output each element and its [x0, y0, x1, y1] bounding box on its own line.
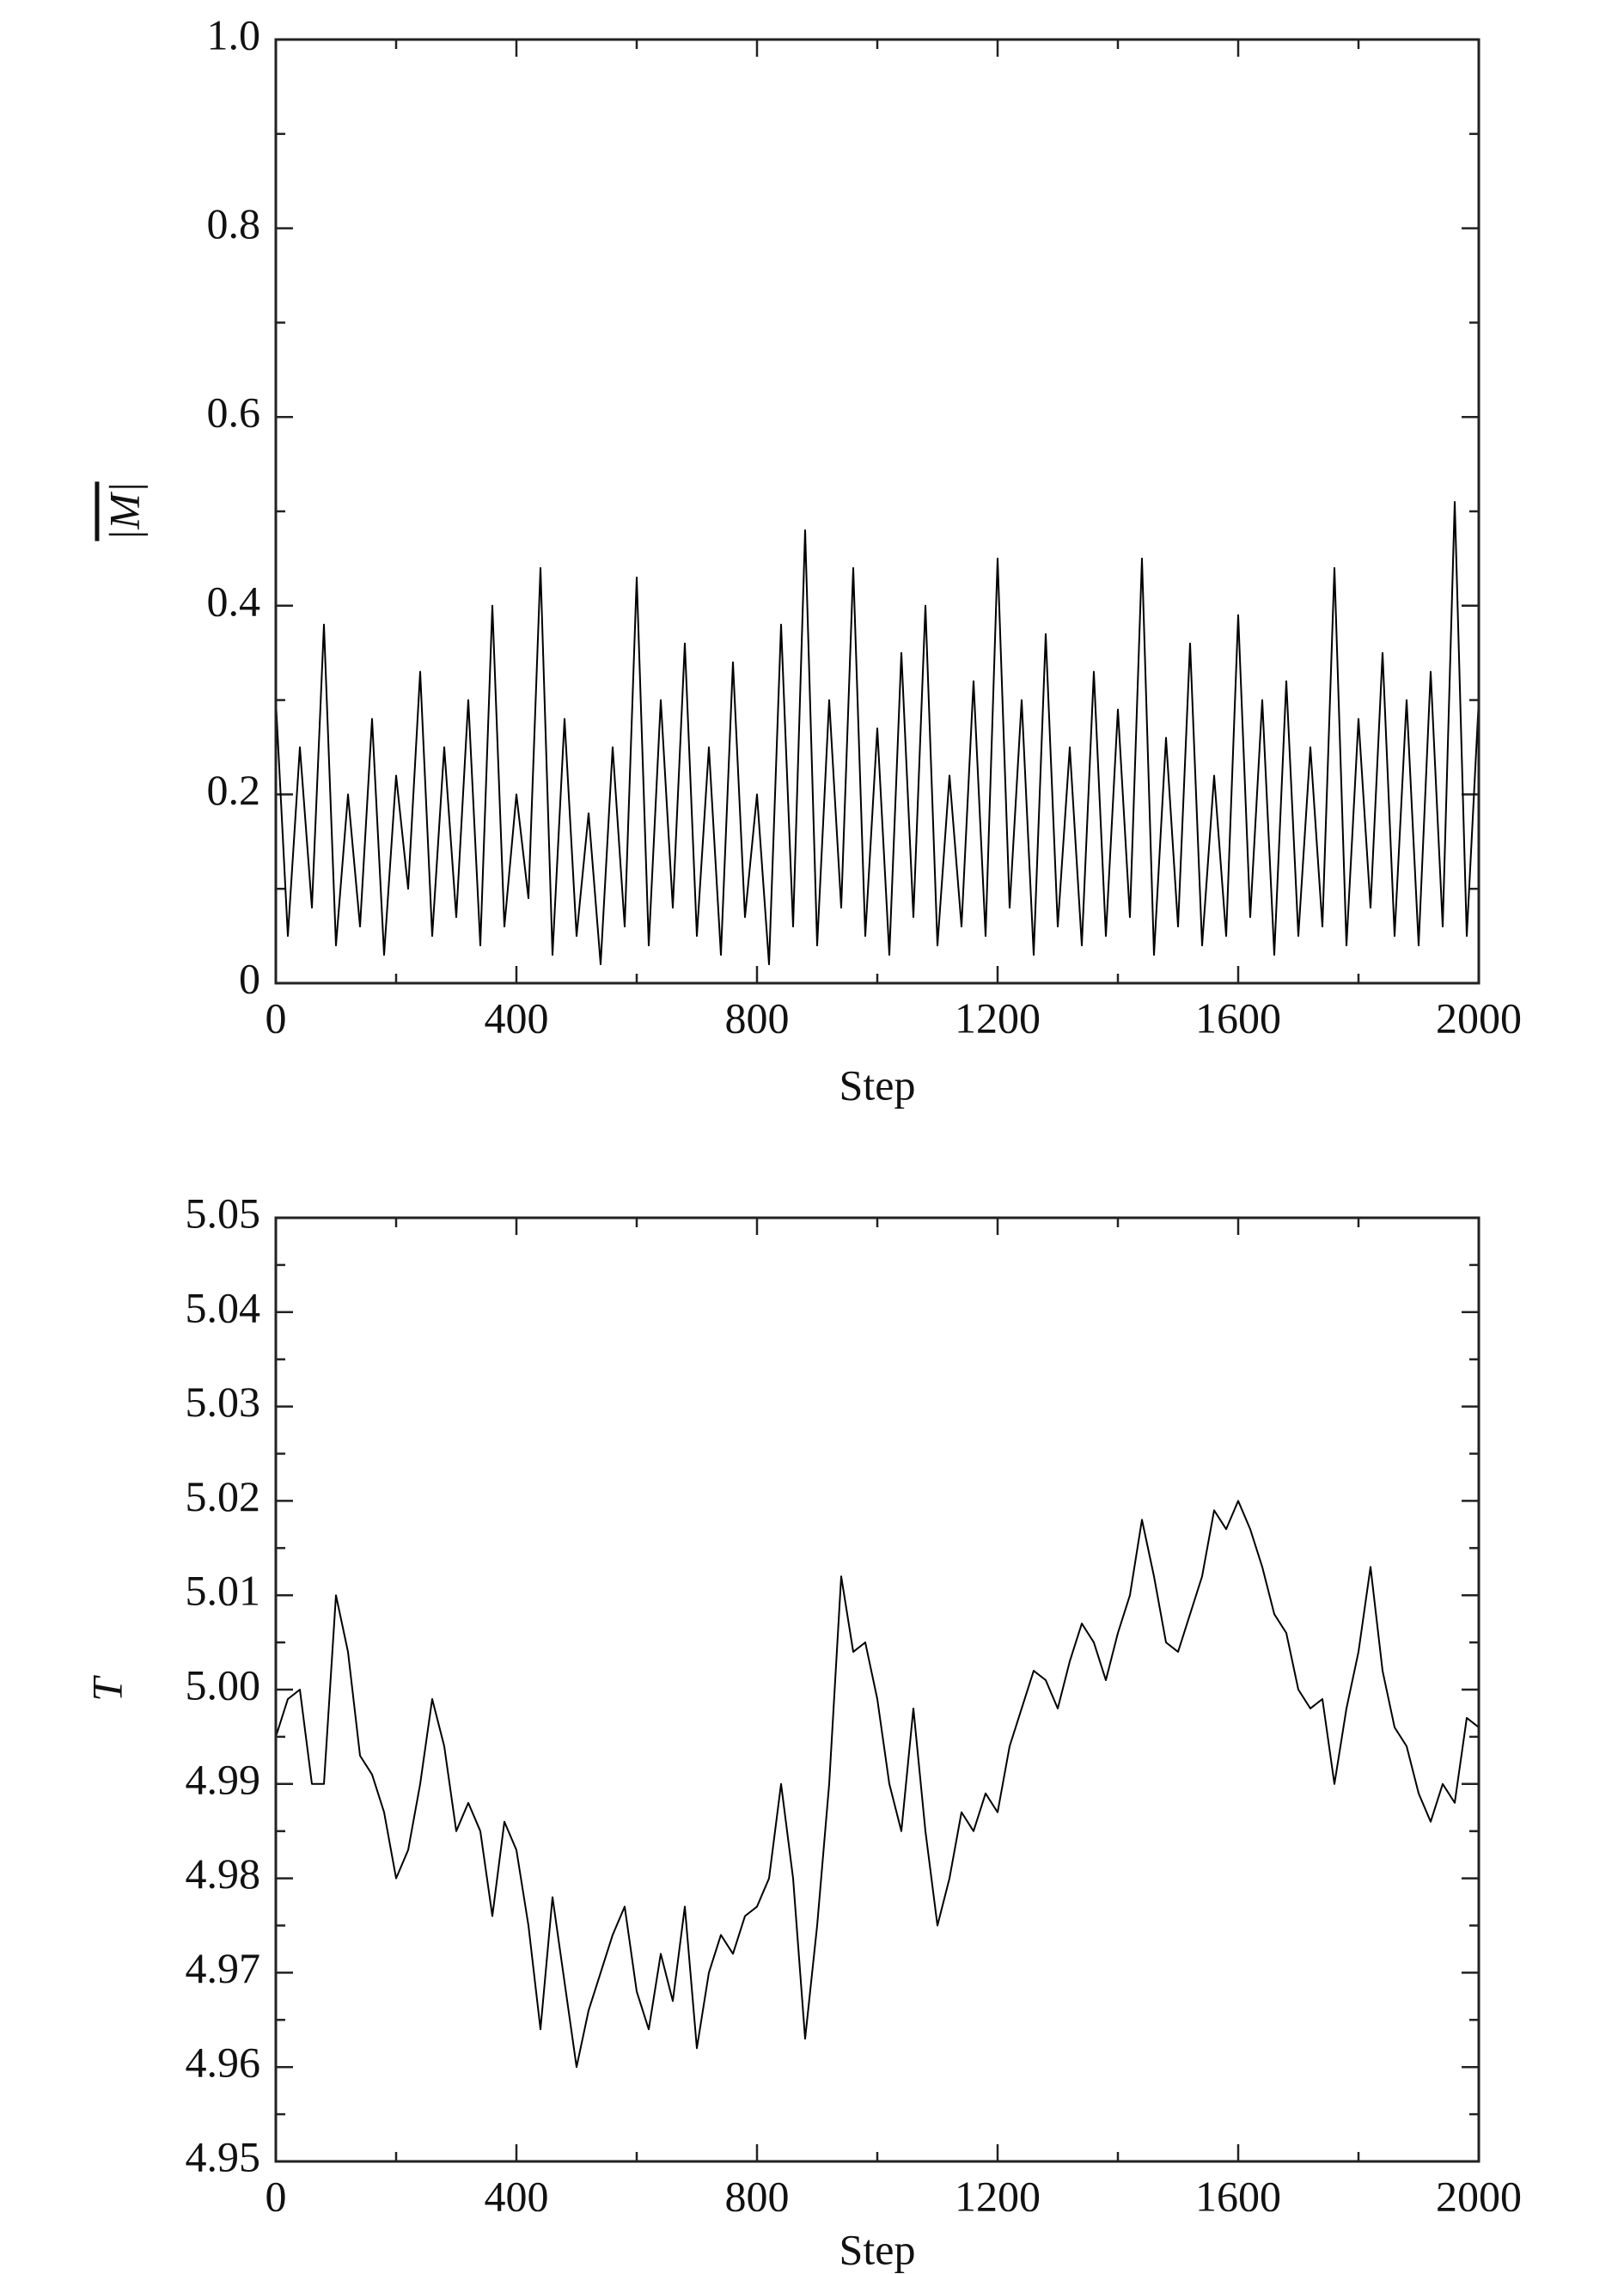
- y-tick-label: 5.03: [186, 1378, 261, 1426]
- x-tick-label: 1200: [955, 993, 1041, 1042]
- x-tick-label: 2000: [1436, 993, 1522, 1042]
- y-tick-label: 1.0: [207, 10, 261, 58]
- y-tick-label: 5.02: [186, 1472, 261, 1520]
- x-tick-label: 800: [725, 2172, 790, 2220]
- chart-panel: 4.95 4.96 4.97 4.98 4.99 5.00 5.01 5.02 5.03 5.04…: [82, 1189, 1522, 2273]
- x-tick-label: 2000: [1436, 2172, 1522, 2220]
- x-tick-label: 0: [266, 2172, 287, 2220]
- axes-frame: [274, 38, 1481, 985]
- x-axis-label: Step: [839, 1061, 916, 1109]
- x-tick-label: 1200: [955, 2172, 1041, 2220]
- y-axis-label: |M|: [100, 481, 148, 541]
- y-tick-label: 5.04: [186, 1283, 261, 1331]
- y-tick-label: 0: [239, 954, 260, 1002]
- x-tick-label: 1600: [1195, 2172, 1281, 2220]
- x-axis-label: Step: [839, 2225, 916, 2273]
- x-tick-label: 400: [485, 2172, 549, 2220]
- y-tick-label: 4.98: [186, 1849, 261, 1898]
- chart-panel: 0 0.2 0.4 0.6 0.8 1.0 0 400 800 1200 1600 2000 Step |…: [100, 10, 1522, 1109]
- x-tick-label: 1600: [1195, 993, 1281, 1042]
- y-tick-label: 4.95: [186, 2132, 261, 2180]
- x-tick-label: 800: [725, 993, 790, 1042]
- x-tick-label: 400: [485, 993, 549, 1042]
- axes-frame: [274, 1216, 1481, 2163]
- y-tick-label: 5.00: [186, 1660, 261, 1709]
- y-tick-label: 0.4: [207, 577, 261, 625]
- x-tick-label: 0: [266, 993, 287, 1042]
- y-tick-label: 4.99: [186, 1755, 261, 1803]
- y-tick-label: 5.05: [186, 1189, 261, 1237]
- y-tick-label: 0.8: [207, 199, 261, 248]
- y-tick-label: 4.96: [186, 2039, 261, 2087]
- y-tick-label: 5.01: [186, 1567, 261, 1615]
- y-axis-label: T: [82, 1675, 131, 1702]
- y-tick-label: 0.2: [207, 766, 261, 814]
- y-tick-label: 4.97: [186, 1944, 261, 1992]
- data-line: [275, 1500, 1480, 2069]
- data-line: [275, 501, 1480, 966]
- y-tick-label: 0.6: [207, 388, 261, 437]
